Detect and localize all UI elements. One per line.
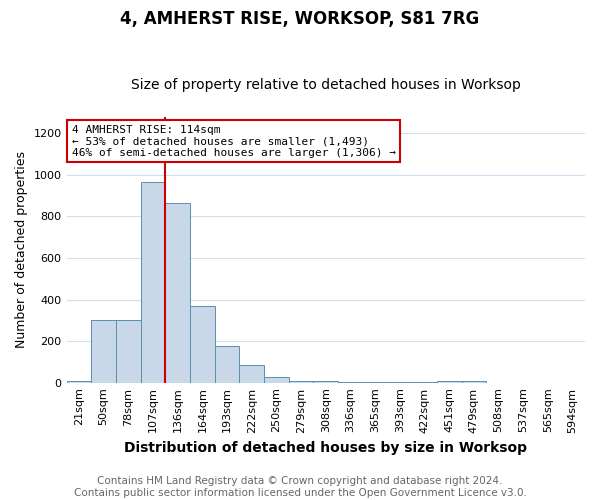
Bar xyxy=(140,182,165,382)
Text: 4, AMHERST RISE, WORKSOP, S81 7RG: 4, AMHERST RISE, WORKSOP, S81 7RG xyxy=(121,10,479,28)
Text: Contains HM Land Registry data © Crown copyright and database right 2024.
Contai: Contains HM Land Registry data © Crown c… xyxy=(74,476,526,498)
X-axis label: Distribution of detached houses by size in Worksop: Distribution of detached houses by size … xyxy=(124,441,527,455)
Bar xyxy=(215,346,239,383)
Bar xyxy=(67,380,91,382)
Title: Size of property relative to detached houses in Worksop: Size of property relative to detached ho… xyxy=(131,78,521,92)
Bar xyxy=(91,320,116,382)
Bar xyxy=(289,380,313,382)
Bar xyxy=(116,320,140,382)
Bar xyxy=(461,380,486,382)
Y-axis label: Number of detached properties: Number of detached properties xyxy=(15,151,28,348)
Text: 4 AMHERST RISE: 114sqm
← 53% of detached houses are smaller (1,493)
46% of semi-: 4 AMHERST RISE: 114sqm ← 53% of detached… xyxy=(72,125,396,158)
Bar xyxy=(165,203,190,382)
Bar xyxy=(239,365,264,382)
Bar xyxy=(437,380,461,382)
Bar xyxy=(190,306,215,382)
Bar xyxy=(264,377,289,382)
Bar xyxy=(313,381,338,382)
